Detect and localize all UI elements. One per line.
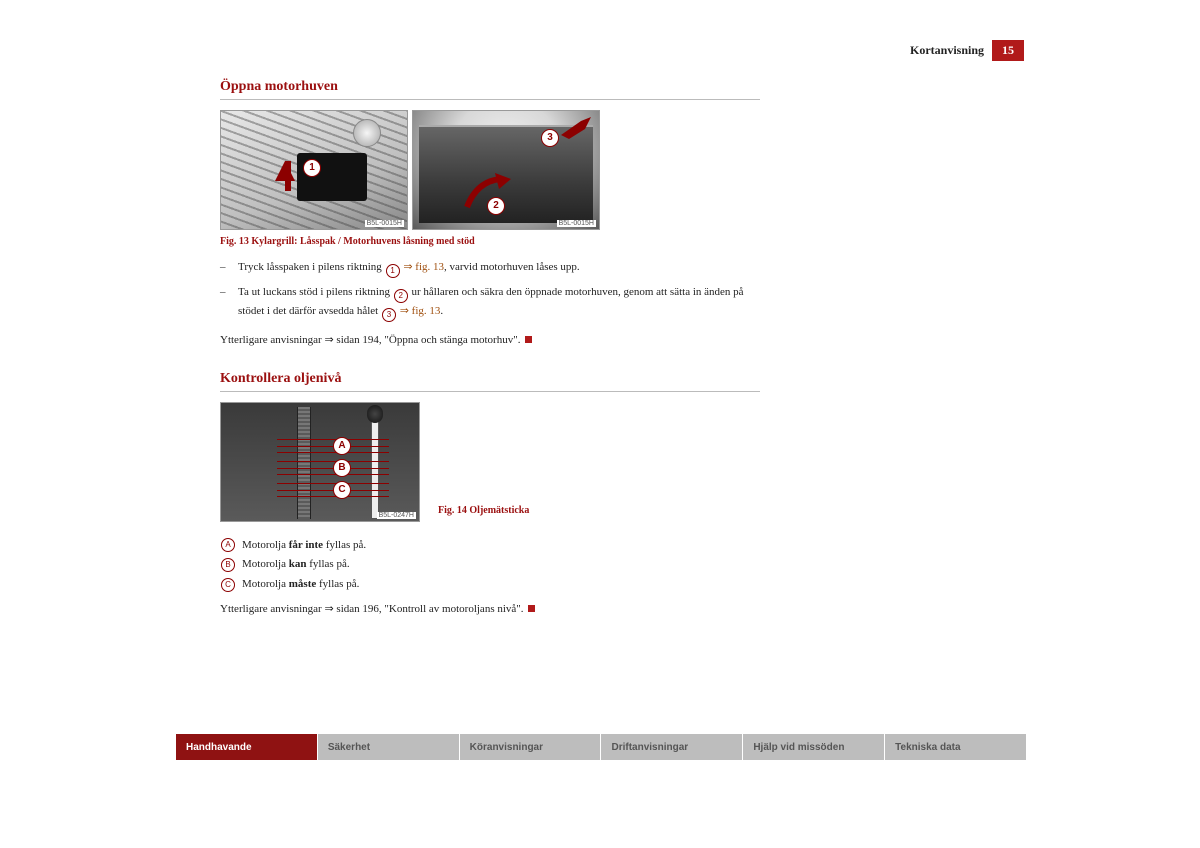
- header-section: Kortanvisning: [910, 43, 984, 58]
- section-1-footnote: Ytterligare anvisningar ⇒ sidan 194, "Öp…: [220, 332, 760, 349]
- oil-a-text: Motorolja får inte fyllas på.: [242, 536, 366, 556]
- callout-2-label: 2: [487, 197, 505, 215]
- figure-13-caption: Fig. 13 Kylargrill: Låsspak / Motorhuven…: [220, 236, 760, 247]
- dash-marker: –: [220, 259, 228, 278]
- step-2-end: .: [440, 305, 443, 317]
- step-1-text: Tryck låsspaken i pilens riktning 1 ⇒ fi…: [238, 259, 580, 278]
- figure-14-row: A B C B5L-0247H Fig. 14 Oljemätsticka: [220, 402, 760, 522]
- arrow-3: [561, 117, 591, 146]
- inline-c1: 1: [386, 264, 400, 278]
- emblem-graphic: [353, 119, 381, 147]
- figure-13: 1 B5L-0015H 2 3 B5L-0015H: [220, 110, 760, 230]
- tab-handhavande[interactable]: Handhavande: [176, 734, 318, 760]
- end-marker-icon: [528, 605, 535, 612]
- step-2-pre: Ta ut luckans stöd i pilens riktning: [238, 286, 393, 298]
- oil-line-b: B Motorolja kan fyllas på.: [220, 555, 760, 575]
- end-marker-icon: [525, 336, 532, 343]
- step-2-text: Ta ut luckans stöd i pilens riktning 2 u…: [238, 284, 760, 322]
- oil-line-c: C Motorolja måste fyllas på.: [220, 575, 760, 595]
- figure-14-id: B5L-0247H: [377, 512, 416, 519]
- callout-1-label: 1: [303, 159, 321, 177]
- figure-id-right: B5L-0015H: [557, 220, 596, 227]
- callout-3: 3: [541, 129, 559, 147]
- section-1-footnote-text: Ytterligare anvisningar ⇒ sidan 194, "Öp…: [220, 334, 523, 346]
- section-title-oil: Kontrollera oljenivå: [220, 371, 760, 392]
- manual-page: Kortanvisning 15 Öppna motorhuven 1 B5L-…: [0, 0, 1200, 848]
- inline-c3: 3: [382, 308, 396, 322]
- figure-id-left: B5L-0015H: [365, 220, 404, 227]
- section-title-open-hood: Öppna motorhuven: [220, 79, 760, 100]
- tab-tekniska[interactable]: Tekniska data: [885, 734, 1026, 760]
- figure-13-left: 1 B5L-0015H: [220, 110, 408, 230]
- section-2-footnote-text: Ytterligare anvisningar ⇒ sidan 196, "Ko…: [220, 603, 526, 615]
- inline-c2: 2: [394, 289, 408, 303]
- zone-a-label: A: [333, 437, 351, 455]
- callout-1: 1: [303, 159, 321, 177]
- step-1: – Tryck låsspaken i pilens riktning 1 ⇒ …: [220, 259, 760, 278]
- zone-a: A: [277, 439, 389, 453]
- section-1-body: – Tryck låsspaken i pilens riktning 1 ⇒ …: [220, 259, 760, 349]
- section-2-footnote: Ytterligare anvisningar ⇒ sidan 196, "Ko…: [220, 601, 760, 618]
- bottom-tabs: Handhavande Säkerhet Köranvisningar Drif…: [176, 734, 1026, 760]
- page-number: 15: [992, 40, 1024, 61]
- page-content: Öppna motorhuven 1 B5L-0015H: [0, 79, 760, 617]
- inline-a: A: [221, 538, 235, 552]
- inline-b: B: [221, 558, 235, 572]
- figure-13-right: 2 3 B5L-0015H: [412, 110, 600, 230]
- diptip-graphic: [367, 405, 383, 423]
- page-header: Kortanvisning 15: [0, 40, 1200, 61]
- inline-c: C: [221, 578, 235, 592]
- oil-line-a: A Motorolja får inte fyllas på.: [220, 536, 760, 556]
- zone-b: B: [277, 461, 389, 475]
- step-2: – Ta ut luckans stöd i pilens riktning 2…: [220, 284, 760, 322]
- zone-b-label: B: [333, 459, 351, 477]
- tab-koranvisningar[interactable]: Köranvisningar: [460, 734, 602, 760]
- arrow-1: [275, 163, 295, 181]
- oil-b-text: Motorolja kan fyllas på.: [242, 555, 350, 575]
- figure-14-caption: Fig. 14 Oljemätsticka: [438, 505, 529, 516]
- tab-hjalp[interactable]: Hjälp vid missöden: [743, 734, 885, 760]
- step-1-pre: Tryck låsspaken i pilens riktning: [238, 261, 385, 273]
- oil-c-text: Motorolja måste fyllas på.: [242, 575, 359, 595]
- callout-3-label: 3: [541, 129, 559, 147]
- zone-c-label: C: [333, 481, 351, 499]
- dash-marker: –: [220, 284, 228, 322]
- zone-c: C: [277, 483, 389, 497]
- tab-sakerhet[interactable]: Säkerhet: [318, 734, 460, 760]
- section-2: Kontrollera oljenivå A B: [220, 371, 760, 618]
- callout-2: 2: [487, 197, 505, 215]
- figure-14: A B C B5L-0247H: [220, 402, 420, 522]
- step-1-post: , varvid motorhuven låses upp.: [444, 261, 580, 273]
- step-1-ref: ⇒ fig. 13: [401, 261, 444, 273]
- step-2-ref: ⇒ fig. 13: [397, 305, 440, 317]
- tab-driftanvisningar[interactable]: Driftanvisningar: [601, 734, 743, 760]
